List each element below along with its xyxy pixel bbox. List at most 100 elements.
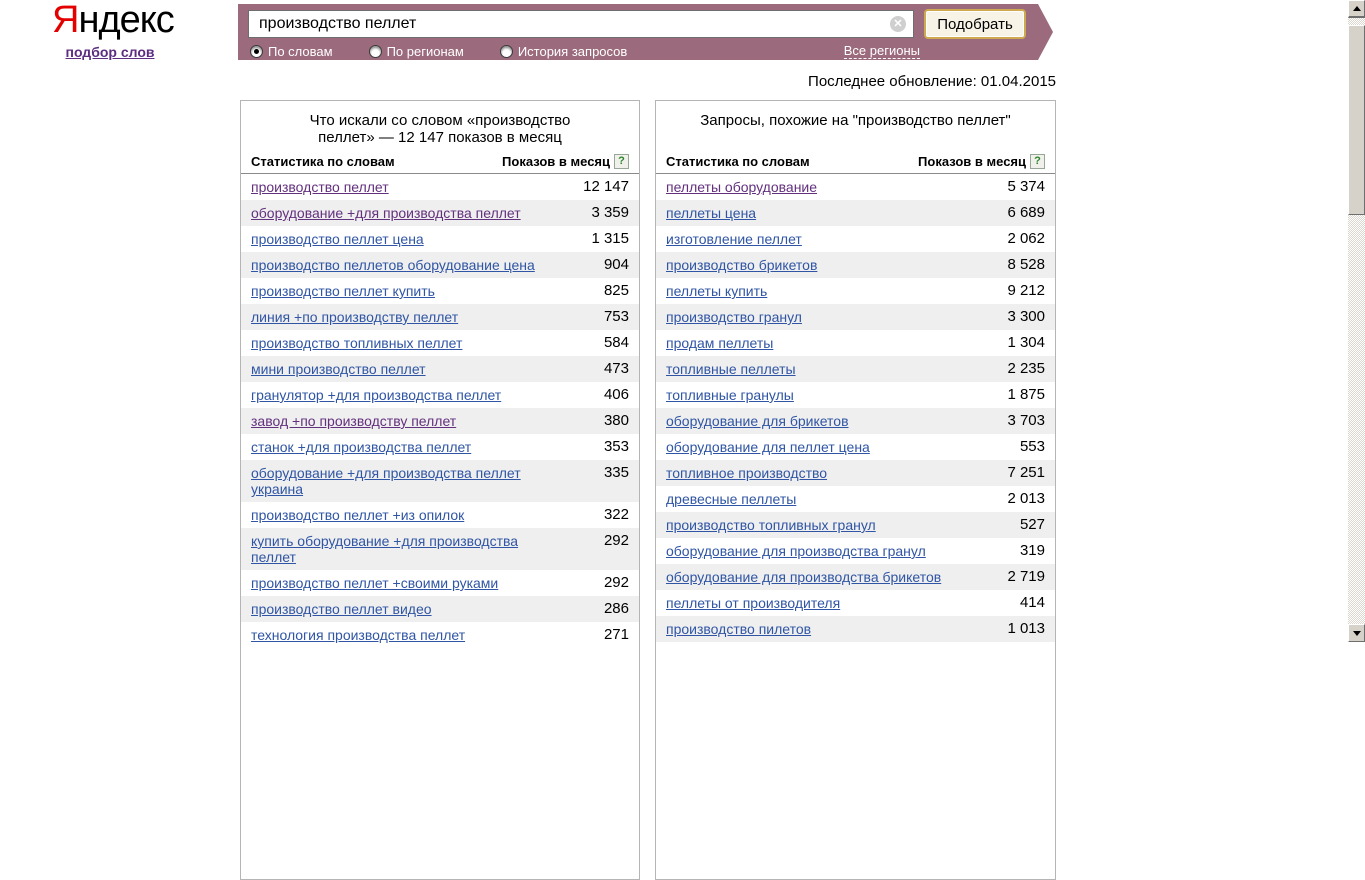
tab-by-regions[interactable]: По регионам	[368, 44, 464, 59]
keyword-link[interactable]: оборудование для производства гранул	[666, 543, 926, 559]
table-row: оборудование для производства брикетов 2…	[656, 564, 1055, 590]
service-link-word-selection[interactable]: подбор слов	[65, 44, 155, 60]
table-row: производство пеллет цена 1 315	[241, 226, 639, 252]
keyword-link[interactable]: мини производство пеллет	[251, 361, 426, 377]
impressions-value: 8 528	[1007, 256, 1045, 273]
impressions-value: 380	[603, 412, 629, 429]
keyword-link[interactable]: станок +для производства пеллет	[251, 439, 472, 455]
impressions-value: 353	[603, 438, 629, 455]
search-input[interactable]	[257, 11, 890, 37]
keyword-link[interactable]: оборудование для брикетов	[666, 413, 849, 429]
keyword-link[interactable]: производство топливных гранул	[666, 517, 876, 533]
impressions-value: 1 013	[1007, 620, 1045, 637]
table-header: Статистика по словам Показов в месяц ?	[656, 149, 1055, 174]
table-header: Статистика по словам Показов в месяц ?	[241, 149, 639, 174]
keyword-link[interactable]: изготовление пеллет	[666, 231, 802, 247]
help-icon[interactable]: ?	[1030, 154, 1045, 169]
column-header-impressions: Показов в месяц	[918, 154, 1026, 169]
keyword-link[interactable]: производство пеллет	[251, 179, 389, 195]
impressions-value: 3 300	[1007, 308, 1045, 325]
table-row: станок +для производства пеллет 353	[241, 434, 639, 460]
keyword-link[interactable]: гранулятор +для производства пеллет	[251, 387, 502, 403]
panel-similar-queries: Запросы, похожие на "производство пеллет…	[655, 100, 1056, 880]
vertical-scrollbar[interactable]	[1348, 0, 1365, 642]
last-update-label: Последнее обновление: 01.04.2015	[808, 73, 1056, 90]
table-row: топливные пеллеты 2 235	[656, 356, 1055, 382]
scroll-down-button[interactable]	[1348, 624, 1365, 642]
keyword-link[interactable]: топливные гранулы	[666, 387, 794, 403]
keyword-link[interactable]: купить оборудование +для производства пе…	[251, 533, 519, 565]
panel-searched-with-word: Что искали со словом «производство пелле…	[240, 100, 640, 880]
impressions-value: 825	[603, 282, 629, 299]
scroll-up-arrow-icon	[1352, 6, 1361, 11]
all-regions-link[interactable]: Все регионы	[843, 43, 920, 59]
impressions-value: 292	[603, 574, 629, 591]
scroll-up-button[interactable]	[1348, 0, 1365, 18]
keyword-link[interactable]: оборудование +для производства пеллет	[251, 205, 521, 221]
search-bar-arrow	[1038, 4, 1053, 60]
impressions-value: 584	[603, 334, 629, 351]
radio-icon	[499, 44, 513, 58]
keyword-link[interactable]: продам пеллеты	[666, 335, 774, 351]
tab-label: По словам	[268, 43, 333, 59]
keyword-table: пеллеты оборудование 5 374 пеллеты цена …	[656, 174, 1055, 642]
keyword-link[interactable]: технология производства пеллет	[251, 627, 466, 643]
table-row: завод +по производству пеллет 380	[241, 408, 639, 434]
table-row: производство пеллет купить 825	[241, 278, 639, 304]
yandex-logo[interactable]: Яндекс	[52, 0, 175, 40]
keyword-link[interactable]: пеллеты цена	[666, 205, 757, 221]
keyword-link[interactable]: пеллеты купить	[666, 283, 768, 299]
submit-button[interactable]: Подобрать	[924, 9, 1026, 39]
keyword-link[interactable]: топливные пеллеты	[666, 361, 796, 377]
keyword-link[interactable]: производство пилетов	[666, 621, 812, 637]
keyword-link[interactable]: пеллеты от производителя	[666, 595, 841, 611]
keyword-link[interactable]: оборудование +для производства пеллет ук…	[251, 465, 521, 497]
keyword-link[interactable]: линия +по производству пеллет	[251, 309, 459, 325]
scrollbar-thumb[interactable]	[1348, 25, 1365, 215]
impressions-value: 2 062	[1007, 230, 1045, 247]
tab-by-words[interactable]: По словам	[250, 44, 333, 59]
keyword-link[interactable]: производство пеллетов оборудование цена	[251, 257, 535, 273]
impressions-value: 527	[1019, 516, 1045, 533]
table-row: пеллеты цена 6 689	[656, 200, 1055, 226]
impressions-value: 473	[603, 360, 629, 377]
keyword-link[interactable]: производство пеллет цена	[251, 231, 424, 247]
impressions-value: 322	[603, 506, 629, 523]
keyword-link[interactable]: производство пеллет +из опилок	[251, 507, 465, 523]
keyword-link[interactable]: пеллеты оборудование	[666, 179, 818, 195]
scroll-down-arrow-icon	[1352, 631, 1361, 636]
impressions-value: 904	[603, 256, 629, 273]
keyword-link[interactable]: завод +по производству пеллет	[251, 413, 457, 429]
column-header-keywords: Статистика по словам	[251, 154, 395, 169]
impressions-value: 753	[603, 308, 629, 325]
keyword-link[interactable]: производство топливных пеллет	[251, 335, 463, 351]
clear-icon[interactable]: ✕	[890, 16, 906, 32]
keyword-link[interactable]: производство пеллет видео	[251, 601, 432, 617]
keyword-link[interactable]: топливное производство	[666, 465, 828, 481]
keyword-link[interactable]: производство брикетов	[666, 257, 818, 273]
keyword-table: производство пеллет 12 147 оборудование …	[241, 174, 639, 648]
impressions-value: 1 315	[591, 230, 629, 247]
keyword-link[interactable]: оборудование для пеллет цена	[666, 439, 870, 455]
impressions-value: 414	[1019, 594, 1045, 611]
table-row: производство пилетов 1 013	[656, 616, 1055, 642]
impressions-value: 553	[1019, 438, 1045, 455]
table-row: производство пеллет +из опилок 322	[241, 502, 639, 528]
keyword-link[interactable]: производство пеллет +своими руками	[251, 575, 499, 591]
radio-icon	[368, 44, 382, 58]
help-icon[interactable]: ?	[614, 154, 629, 169]
keyword-link[interactable]: производство пеллет купить	[251, 283, 435, 299]
impressions-value: 292	[603, 532, 629, 549]
table-row: топливное производство 7 251	[656, 460, 1055, 486]
column-header-keywords: Статистика по словам	[666, 154, 810, 169]
tab-query-history[interactable]: История запросов	[499, 44, 627, 59]
keyword-link[interactable]: производство гранул	[666, 309, 802, 325]
table-row: гранулятор +для производства пеллет 406	[241, 382, 639, 408]
table-row: технология производства пеллет 271	[241, 622, 639, 648]
keyword-link[interactable]: оборудование для производства брикетов	[666, 569, 942, 585]
keyword-link[interactable]: древесные пеллеты	[666, 491, 797, 507]
radio-icon	[250, 44, 263, 58]
column-header-impressions-wrap: Показов в месяц ?	[918, 154, 1045, 169]
impressions-value: 335	[603, 464, 629, 481]
table-row: производство топливных гранул 527	[656, 512, 1055, 538]
